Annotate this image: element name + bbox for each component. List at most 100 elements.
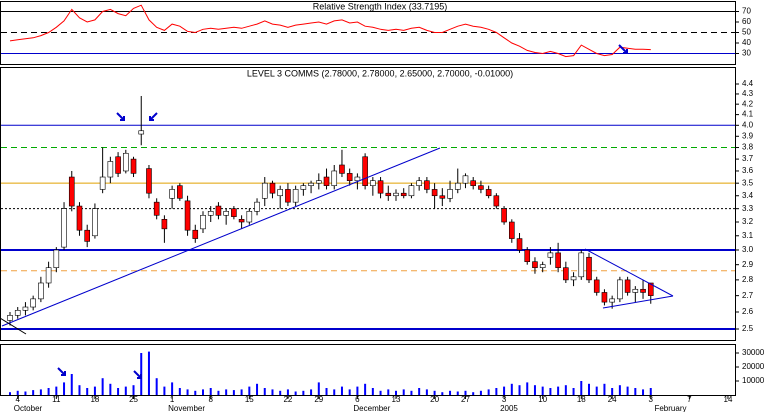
volume-bar	[402, 389, 405, 395]
candle-body	[617, 279, 623, 300]
volume-bar	[202, 389, 204, 395]
volume-bar	[626, 386, 629, 395]
candle-body	[184, 200, 191, 231]
candle-body	[7, 315, 13, 321]
x-tick-label: 8	[208, 395, 213, 404]
arrow	[618, 44, 628, 54]
y-tick-label: 3.2	[742, 217, 754, 226]
volume-bar	[55, 386, 58, 395]
volume-bar	[449, 390, 452, 395]
candle-body	[370, 180, 376, 186]
candle-body	[254, 201, 260, 212]
candle-body	[277, 189, 284, 197]
trend-stub	[0, 317, 27, 335]
x-tick-label: 15	[245, 395, 254, 404]
candle-body	[400, 192, 407, 197]
volume-panel	[0, 344, 736, 396]
volume-bar	[387, 389, 390, 395]
y-tick-label: 3.7	[742, 154, 754, 163]
volume-bar	[32, 390, 35, 395]
volume-bar	[472, 392, 475, 395]
candle-body	[555, 252, 561, 268]
y-tick-label: 4.4	[742, 79, 754, 88]
x-tick-label: 27	[461, 395, 470, 404]
candle-body	[323, 176, 330, 186]
volume-bar	[178, 388, 181, 395]
month-label: November	[168, 404, 205, 412]
x-tick-label: 14	[724, 395, 733, 404]
x-tick-label: 1	[170, 395, 175, 404]
candle-body	[285, 189, 291, 203]
volume-bar	[572, 388, 575, 395]
x-tick-label: 10	[538, 395, 547, 404]
candle-body	[92, 208, 98, 237]
volume-bar	[317, 382, 320, 395]
volume-bar	[618, 385, 621, 395]
volume-bar	[580, 381, 583, 395]
volume-bar	[248, 386, 251, 395]
arrow	[149, 112, 158, 121]
volume-bar	[649, 388, 652, 395]
month-label: December	[353, 404, 390, 412]
candle-body	[300, 185, 307, 190]
volume-bar	[232, 390, 235, 395]
candle-body	[424, 180, 430, 190]
candle-body	[315, 180, 322, 184]
y-tick-label: 10000	[742, 376, 765, 385]
candle-body	[447, 189, 453, 199]
volume-bar	[294, 391, 297, 395]
candle-body	[169, 189, 175, 199]
candle-body	[30, 298, 36, 308]
arrow	[116, 112, 125, 121]
candle-body	[470, 180, 477, 186]
volume-bar	[364, 383, 367, 395]
candle-body	[454, 182, 461, 190]
candle-body	[308, 182, 314, 186]
volume-bar	[379, 390, 382, 395]
volume-bar	[464, 390, 467, 395]
y-tick-label: 4.2	[742, 99, 754, 108]
candle-body	[362, 156, 368, 186]
x-tick-label: 29	[314, 395, 323, 404]
month-label: 2005	[500, 404, 518, 412]
volume-bar	[479, 390, 482, 395]
candle-body	[38, 282, 44, 300]
volume-bar	[564, 385, 567, 395]
volume-bar	[155, 378, 158, 395]
candle-body	[524, 249, 531, 262]
volume-bar	[225, 389, 228, 395]
volume-bar	[78, 385, 81, 395]
candle-body	[177, 185, 183, 199]
x-tick-label: 24	[608, 395, 617, 404]
volume-bar	[209, 388, 212, 395]
volume-bar	[163, 386, 166, 395]
volume-bar	[124, 386, 127, 395]
candle-body	[146, 168, 152, 194]
x-tick-label: 18	[90, 395, 99, 404]
candle-body	[578, 252, 585, 278]
volume-bar	[487, 389, 490, 395]
arrow	[133, 370, 142, 379]
y-tick-label: 3.3	[742, 204, 754, 213]
candle-body	[640, 288, 646, 293]
volume-bar	[256, 383, 259, 395]
volume-bar	[549, 388, 552, 395]
candle-body	[647, 282, 654, 296]
volume-bar	[63, 382, 66, 395]
volume-bar	[186, 389, 189, 395]
candle-body	[231, 208, 237, 217]
candle-body	[76, 205, 83, 231]
y-tick-label: 30000	[742, 348, 765, 357]
volume-bar	[132, 385, 135, 395]
trend-line	[1, 147, 441, 327]
volume-bar	[557, 386, 560, 395]
x-tick-label: 22	[283, 395, 292, 404]
volume-bar	[433, 390, 436, 395]
volume-bar	[418, 388, 421, 395]
y-tick-label: 70	[742, 7, 751, 16]
volume-bar	[495, 388, 498, 395]
volume-bar	[603, 383, 606, 395]
candle-body	[153, 201, 160, 216]
volume-bar	[410, 390, 413, 395]
